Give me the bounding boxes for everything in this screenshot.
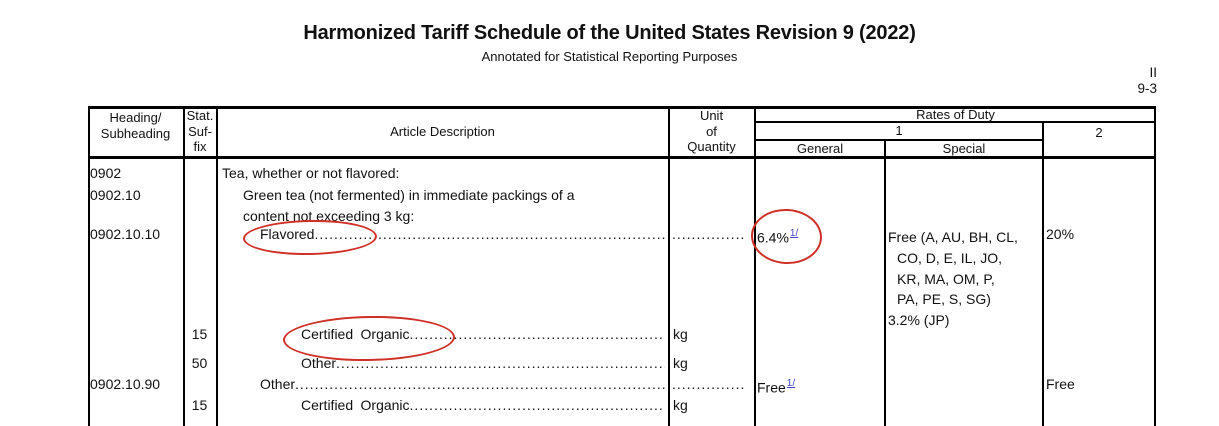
stat-suffix: 15 [191, 326, 208, 342]
footnote-link[interactable]: 1/ [789, 228, 799, 239]
dot-leader: ........................................… [295, 377, 665, 392]
article-description-text: Certified Organic.......................… [301, 398, 665, 413]
header-rates-of-duty: Rates of Duty [916, 107, 995, 122]
page-title: Harmonized Tariff Schedule of the United… [303, 22, 916, 44]
dot-leader: ........................................… [409, 398, 665, 413]
special-rate-line: Free (A, AU, BH, CL, [888, 229, 1018, 245]
general-rate-value: 6.4%1/ [757, 227, 877, 246]
header-duty-col-2: 2 [1095, 125, 1103, 140]
general-rate-value: Free1/ [757, 377, 877, 396]
dot-leader: ........................................… [336, 356, 665, 371]
stat-suffix: 15 [191, 397, 208, 413]
description-label: Flavored [260, 227, 315, 242]
col-line-heading-stat [183, 106, 185, 426]
article-description-text: Certified Organic.......................… [301, 327, 665, 342]
table-border-top [88, 106, 1156, 109]
header-line-under-1 [755, 139, 1044, 141]
description-label: content not exceeding 3 kg: [243, 209, 415, 224]
column2-rate-value: 20% [1046, 226, 1075, 242]
dot-leader: ........................................… [409, 327, 665, 342]
article-description-text: Green tea (not fermented) in immediate p… [243, 188, 665, 203]
description-label: Other [301, 356, 337, 371]
unit-dot-leader: ........................................ [672, 227, 746, 242]
header-bottom-line [88, 156, 1156, 159]
page-mark-number: 9-3 [1137, 81, 1157, 96]
col-line-description-unit [668, 106, 670, 426]
header-special: Special [942, 141, 986, 156]
heading-number: 0902.10.10 [90, 226, 161, 242]
col-line-stat-description [216, 106, 218, 426]
special-rates-value: Free (A, AU, BH, CL, CO, D, E, IL, JO, KR,… [888, 227, 1046, 331]
unit-dot-leader: ........................................ [672, 377, 746, 392]
unit-of-quantity-value: kg [673, 355, 688, 371]
description-label: Other [260, 377, 296, 392]
annotation-ellipse-general-rate [749, 207, 824, 266]
article-description-text: content not exceeding 3 kg: [243, 209, 665, 224]
special-rate-line: 3.2% (JP) [888, 312, 950, 329]
description-label: Green tea (not fermented) in immediate p… [243, 188, 575, 203]
article-description-text: Other...................................… [260, 377, 665, 392]
header-unit-of-quantity: Unit of Quantity [687, 108, 736, 154]
footnote-link[interactable]: 1/ [786, 378, 796, 389]
col-line-unit-general [754, 106, 756, 426]
heading-number: 0902.10 [90, 187, 141, 203]
col-line-special-col2 [1042, 122, 1044, 426]
col-line-general-special [884, 140, 886, 426]
column2-rate-value: Free [1046, 376, 1075, 392]
unit-of-quantity-value: kg [673, 397, 688, 413]
page-subtitle: Annotated for Statistical Reporting Purp… [481, 49, 738, 64]
header-general: General [796, 141, 844, 156]
special-rate-line: CO, D, E, IL, JO, [897, 249, 1003, 266]
heading-number: 0902 [90, 165, 122, 181]
heading-number: 0902.10.90 [90, 376, 161, 392]
description-label: Tea, whether or not flavored: [222, 166, 400, 181]
unit-of-quantity-value: kg [673, 326, 688, 342]
header-line-under-rates [755, 121, 1156, 123]
general-rate-text: 6.4% [757, 229, 789, 246]
dot-leader: ........................................… [314, 227, 665, 242]
special-rate-line: PA, PE, S, SG) [897, 291, 991, 308]
page-mark-chapter: II [1149, 65, 1157, 80]
article-description-text: Flavored................................… [260, 227, 665, 242]
description-label: Certified Organic [301, 398, 410, 413]
general-rate-text: Free [757, 379, 786, 396]
header-article-description: Article Description [390, 124, 495, 139]
header-duty-col-1: 1 [895, 123, 903, 138]
table-border-right [1154, 106, 1156, 426]
table-border-left [88, 106, 90, 426]
header-heading-subheading: Heading/ Subheading [100, 110, 171, 141]
header-stat-suffix: Stat. Suf- fix [186, 108, 214, 154]
annotation-ellipse-flavored [242, 218, 378, 257]
special-rate-line: KR, MA, OM, P, [897, 270, 995, 287]
description-label: Certified Organic [301, 327, 410, 342]
stat-suffix: 50 [191, 355, 208, 371]
article-description-text: Tea, whether or not flavored: [222, 166, 665, 181]
article-description-text: Other...................................… [301, 356, 665, 371]
